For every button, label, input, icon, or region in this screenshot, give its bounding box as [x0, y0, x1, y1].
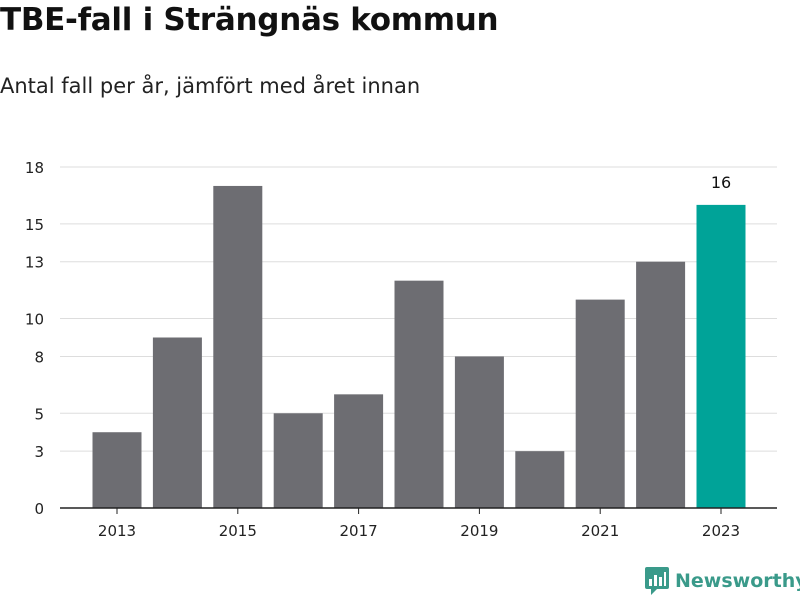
bar-2022	[636, 261, 686, 508]
y-tick-label: 15	[25, 216, 44, 234]
bar-2015	[213, 185, 263, 508]
brand-logo: Newsworthy	[645, 567, 800, 595]
chart-title: TBE-fall i Strängnäs kommun	[0, 2, 499, 38]
bar-2014	[152, 337, 202, 508]
bar-2017	[334, 394, 384, 508]
x-tick-label: 2015	[219, 522, 257, 540]
y-tick-label: 3	[34, 443, 44, 461]
y-tick-label: 8	[34, 348, 44, 366]
bar-2023	[696, 204, 746, 508]
bar-2020	[515, 451, 565, 508]
chart-subtitle: Antal fall per år, jämfört med året inna…	[0, 74, 421, 98]
bar-2013	[92, 432, 142, 508]
y-tick-label: 18	[25, 159, 44, 177]
brand-name: Newsworthy	[675, 570, 800, 592]
data-label: 16	[711, 173, 731, 192]
bar-2018	[394, 280, 444, 508]
x-tick-label: 2023	[702, 522, 740, 540]
x-tick-label: 2019	[460, 522, 498, 540]
bar-2021	[575, 299, 625, 508]
y-tick-label: 10	[25, 311, 44, 329]
y-tick-label: 5	[34, 405, 44, 423]
bar-2016	[273, 413, 323, 508]
bar-2019	[454, 356, 504, 508]
bar-chart: 0 3 5 8 10 13 15 18 2013 2015 2017 2019 2021 16 2023	[25, 159, 777, 540]
y-tick-label: 0	[34, 500, 44, 518]
y-tick-label: 13	[25, 254, 44, 272]
x-tick-label: 2017	[340, 522, 378, 540]
x-tick-label: 2013	[98, 522, 136, 540]
newsworthy-logo-icon	[645, 567, 669, 595]
x-tick-label: 2021	[581, 522, 619, 540]
